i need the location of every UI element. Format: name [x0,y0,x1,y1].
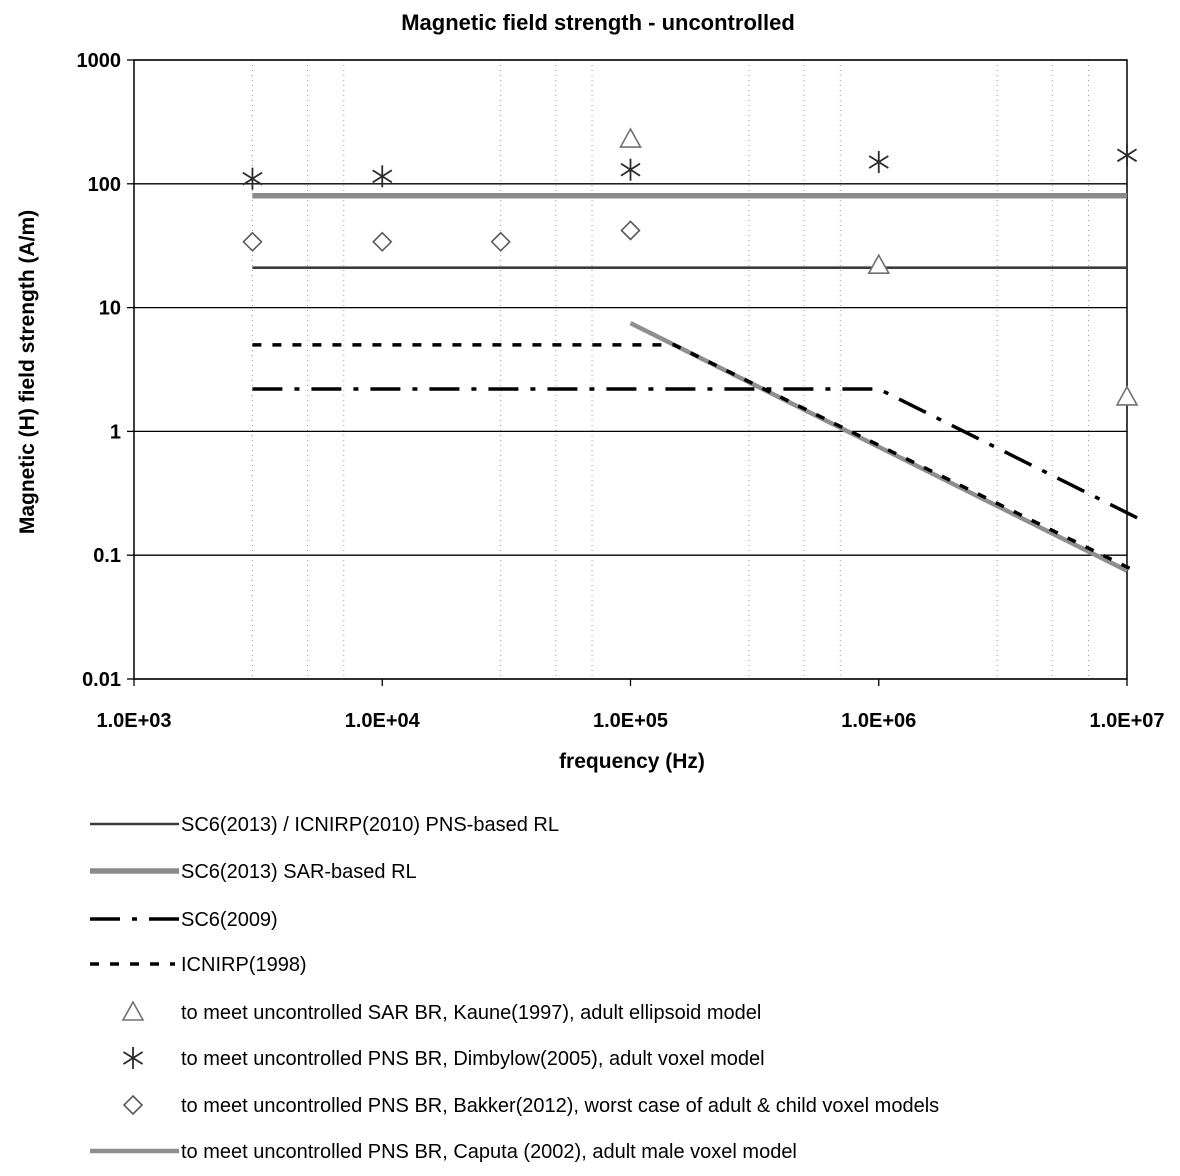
marker-stroke [242,171,263,186]
legend-label: to meet uncontrolled PNS BR, Bakker(2012… [181,1095,939,1117]
legend-label: SC6(2013) / ICNIRP(2010) PNS-based RL [181,814,559,836]
legend-marker-asterisk [122,1047,144,1069]
y-axis: 0.01 0.1 1 10 100 1000 [77,50,134,691]
y-axis-label: Magnetic (H) field strength (A/m) [16,210,39,534]
marker-stroke [868,155,889,169]
data-point-asterisk [1116,144,1138,167]
x-tick-label: 1.0E+03 [96,710,171,732]
x-axis: 1.0E+03 1.0E+04 1.0E+05 1.0E+06 1.0E+07 [96,679,1165,732]
data-point-diamond [620,220,641,241]
x-tick-label: 1.0E+04 [345,710,421,732]
data-point-diamond [490,231,511,252]
x-tick-label: 1.0E+07 [1089,710,1164,732]
data-point-triangle [1115,385,1139,406]
data-point-asterisk [620,158,641,181]
data-point-diamond [242,231,263,252]
legend-marker-diamond [122,1094,144,1116]
legend-label: SC6(2013) SAR-based RL [181,861,417,883]
x-axis-label: frequency (Hz) [559,750,705,773]
y-tick-label: 1 [110,421,121,443]
grid [134,59,1127,680]
legend-label: to meet uncontrolled PNS BR, Caputa (200… [181,1141,797,1163]
data-point-asterisk [242,167,263,190]
marker-stroke [372,169,393,184]
chart-title: Magnetic field strength - uncontrolled [401,10,795,35]
marker-stroke [620,162,641,177]
x-tick-label: 1.0E+05 [593,710,668,732]
legend: SC6(2013) / ICNIRP(2010) PNS-based RL SC6… [90,814,939,1163]
y-tick-label: 0.01 [82,669,121,691]
data-point-diamond [372,231,393,252]
legend-label: SC6(2009) [181,909,278,931]
x-tick-label: 1.0E+06 [841,710,916,732]
marker-stroke [1116,148,1138,163]
data-point-triangle [619,127,642,148]
series-line [252,343,1139,574]
y-tick-label: 1000 [77,50,122,72]
legend-label: ICNIRP(1998) [181,954,307,976]
legend-label: to meet uncontrolled PNS BR, Dimbylow(20… [181,1048,765,1070]
y-tick-label: 0.1 [93,545,121,567]
series-layer [242,127,1139,574]
plot-area [133,59,1128,680]
data-point-triangle [867,253,891,275]
legend-marker-triangle [121,1000,145,1021]
y-tick-label: 100 [88,174,121,196]
y-tick-label: 10 [99,298,121,320]
data-point-asterisk [868,150,889,173]
legend-label: to meet uncontrolled SAR BR, Kaune(1997)… [181,1002,761,1024]
series-line [252,387,1139,520]
data-point-asterisk [372,165,393,188]
marker-stroke [122,1051,144,1065]
